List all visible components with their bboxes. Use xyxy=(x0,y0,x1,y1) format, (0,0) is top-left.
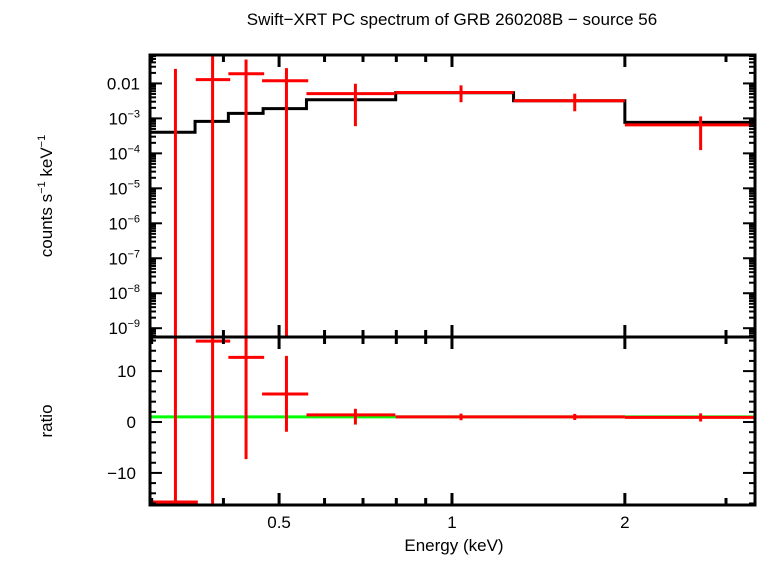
y-tick-label: 0.01 xyxy=(107,74,140,93)
y-tick-label-exponent: −6 xyxy=(127,213,140,225)
spectrum-frame xyxy=(148,53,757,339)
y-tick-label-base: 10 xyxy=(109,109,128,128)
spectrum-point-3 xyxy=(228,59,265,337)
spectrum-point-2 xyxy=(195,55,231,337)
ratio-point-3 xyxy=(228,337,265,460)
ylabel-exp1: −1 xyxy=(36,181,48,194)
y-tick-label-exponent: −8 xyxy=(127,283,140,295)
ratio-point-4 xyxy=(262,355,309,432)
ratio-point-1 xyxy=(150,337,198,505)
ratio-point-8 xyxy=(624,413,755,422)
ylabel-exp2: −1 xyxy=(36,135,48,148)
y-tick-label: 10−7 xyxy=(109,248,140,268)
ratio-point-6 xyxy=(395,413,514,421)
spectrum-point-4 xyxy=(262,68,309,337)
ratio-plot-area xyxy=(150,337,755,505)
y-tick-label-base: 0.01 xyxy=(107,74,140,93)
ratio-point-5 xyxy=(306,408,396,425)
x-tick-label: 2 xyxy=(620,513,629,532)
y-tick-label: 0 xyxy=(127,413,136,432)
y-tick-label-exponent: −7 xyxy=(127,248,140,260)
y-tick-label-base: 10 xyxy=(109,284,128,303)
bottom-y-axis-label: ratio xyxy=(37,404,56,437)
y-tick-label: 10−9 xyxy=(109,318,140,338)
ratio-frame xyxy=(148,335,757,507)
y-tick-label-exponent: −3 xyxy=(127,108,140,120)
y-tick-label-exponent: −4 xyxy=(127,143,140,155)
ylabel-mid: keV xyxy=(37,147,56,182)
y-tick-label-base: 10 xyxy=(109,179,128,198)
y-tick-label: 10−5 xyxy=(109,178,140,198)
y-tick-label-base: 10 xyxy=(109,319,128,338)
y-tick-label-exponent: −5 xyxy=(127,178,140,190)
y-tick-label: 10−8 xyxy=(109,283,140,303)
spectrum-point-7 xyxy=(513,93,625,112)
x-axis-label: Energy (keV) xyxy=(404,536,503,555)
y-tick-label: 10−3 xyxy=(109,108,140,128)
y-tick-label: 10−4 xyxy=(109,143,140,163)
y-tick-label-base: 10 xyxy=(109,144,128,163)
spectrum-point-5 xyxy=(306,83,396,127)
spectrum-point-8 xyxy=(624,116,755,151)
spectrum-point-6 xyxy=(395,85,514,103)
chart-title: Swift−XRT PC spectrum of GRB 260208B − s… xyxy=(247,10,657,29)
ylabel-main: counts s xyxy=(37,194,56,257)
y-tick-label-base: 10 xyxy=(109,214,128,233)
y-tick-label: 10−6 xyxy=(109,213,140,233)
ratio-panel: 0.5 1 2 10 0 −10 xyxy=(107,335,757,532)
ratio-point-7 xyxy=(513,413,625,420)
spectrum-plot-area xyxy=(150,55,755,337)
y-tick-label: −10 xyxy=(107,464,136,483)
y-tick-label-base: 10 xyxy=(109,249,128,268)
x-tick-label: 1 xyxy=(447,513,456,532)
top-y-axis-label: counts s−1 keV−1 xyxy=(36,135,56,257)
y-tick-label: 10 xyxy=(117,362,136,381)
y-tick-label-exponent: −9 xyxy=(127,318,140,330)
x-tick-label: 0.5 xyxy=(267,513,291,532)
spectrum-point-1 xyxy=(173,68,177,337)
